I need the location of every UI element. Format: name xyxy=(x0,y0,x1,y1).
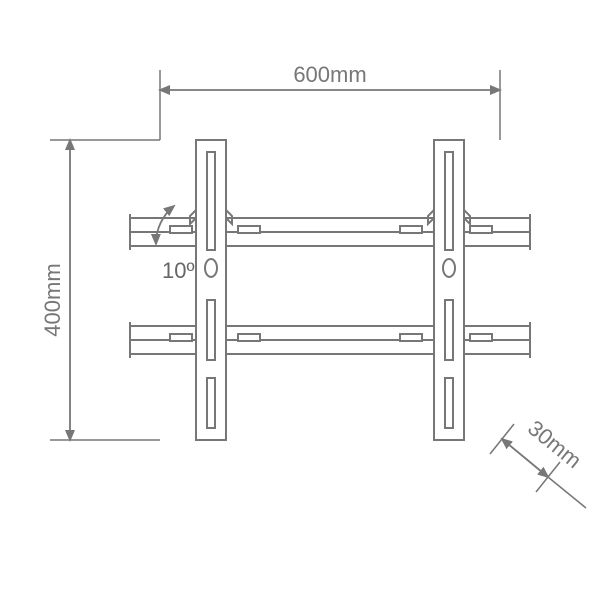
width-dimension: 600mm xyxy=(160,62,500,140)
vertical-arms xyxy=(190,140,470,440)
tv-mount-diagram: 600mm 400mm xyxy=(0,0,600,600)
width-label: 600mm xyxy=(293,62,366,87)
angle-label: 10º xyxy=(162,258,195,283)
wall-rails xyxy=(130,214,530,358)
height-label: 400mm xyxy=(40,263,65,336)
height-dimension: 400mm xyxy=(40,140,160,440)
depth-dimension: 30mm xyxy=(490,415,586,508)
